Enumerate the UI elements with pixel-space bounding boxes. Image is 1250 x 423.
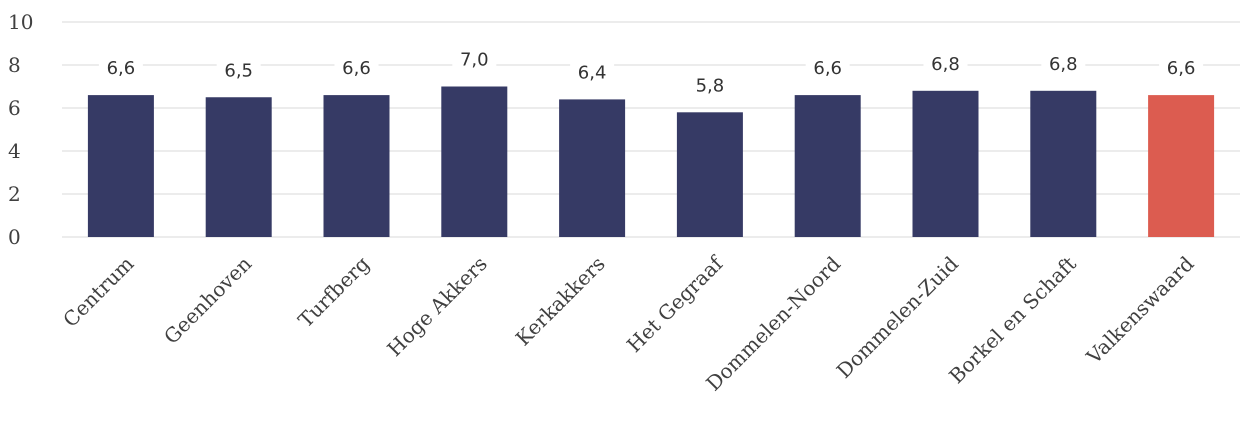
bar [87,95,154,237]
bar [1030,90,1097,237]
data-label: 6,6 [813,58,842,79]
x-tick-label: Kerkakkers [511,252,610,351]
data-label-background [1041,52,1086,77]
x-tick-label: Valkenswaard [1081,251,1199,369]
x-tick-label: Hoge Akkers [382,252,491,361]
data-label: 7,0 [460,50,489,71]
data-label-background [334,57,379,82]
x-tick-label: Borkel en Schaft [944,252,1081,389]
data-label-background [805,57,850,82]
data-label: 6,6 [1167,58,1196,79]
data-label-background [98,57,143,82]
data-label-background [1159,57,1204,82]
y-tick-label: 0 [8,225,21,249]
x-axis-categories: Centrum Geenhoven Turfberg Hoge Akkers Kerka… [58,250,1199,395]
data-label-background [452,48,497,73]
x-tick-label: Het Gegraaf [622,250,729,357]
data-label-background [570,61,615,86]
data-label-background [923,52,968,77]
data-label: 6,8 [1049,54,1078,75]
bars [87,86,1215,238]
x-tick-label: Dommelen-Zuid [832,251,963,382]
bar [912,90,979,237]
x-tick-label: Geenhoven [159,251,256,348]
y-tick-label: 2 [8,182,21,206]
data-label: 6,4 [578,62,607,83]
data-label-background [687,74,732,99]
bar [676,112,743,237]
y-tick-label: 10 [8,10,33,34]
data-label: 6,5 [224,60,253,81]
bar [205,97,272,237]
bar [323,95,390,237]
y-tick-label: 8 [8,53,21,77]
x-tick-label: Turfberg [293,251,374,332]
bar [794,95,861,237]
bar [441,86,508,237]
bar [559,99,626,238]
data-label: 6,8 [931,54,960,75]
data-labels: 6,6 6,5 6,6 7,0 6,4 5,8 6,6 6,8 6,8 6,6 [98,48,1204,99]
data-label: 5,8 [696,75,725,96]
x-tick-label: Centrum [58,252,138,332]
y-tick-label: 4 [8,139,21,163]
bar [1148,95,1215,237]
data-label-background [216,59,261,84]
y-tick-label: 6 [8,96,21,120]
data-label: 6,6 [107,58,136,79]
data-label: 6,6 [342,58,371,79]
y-axis-ticks: 0 2 4 6 8 10 [8,10,33,249]
